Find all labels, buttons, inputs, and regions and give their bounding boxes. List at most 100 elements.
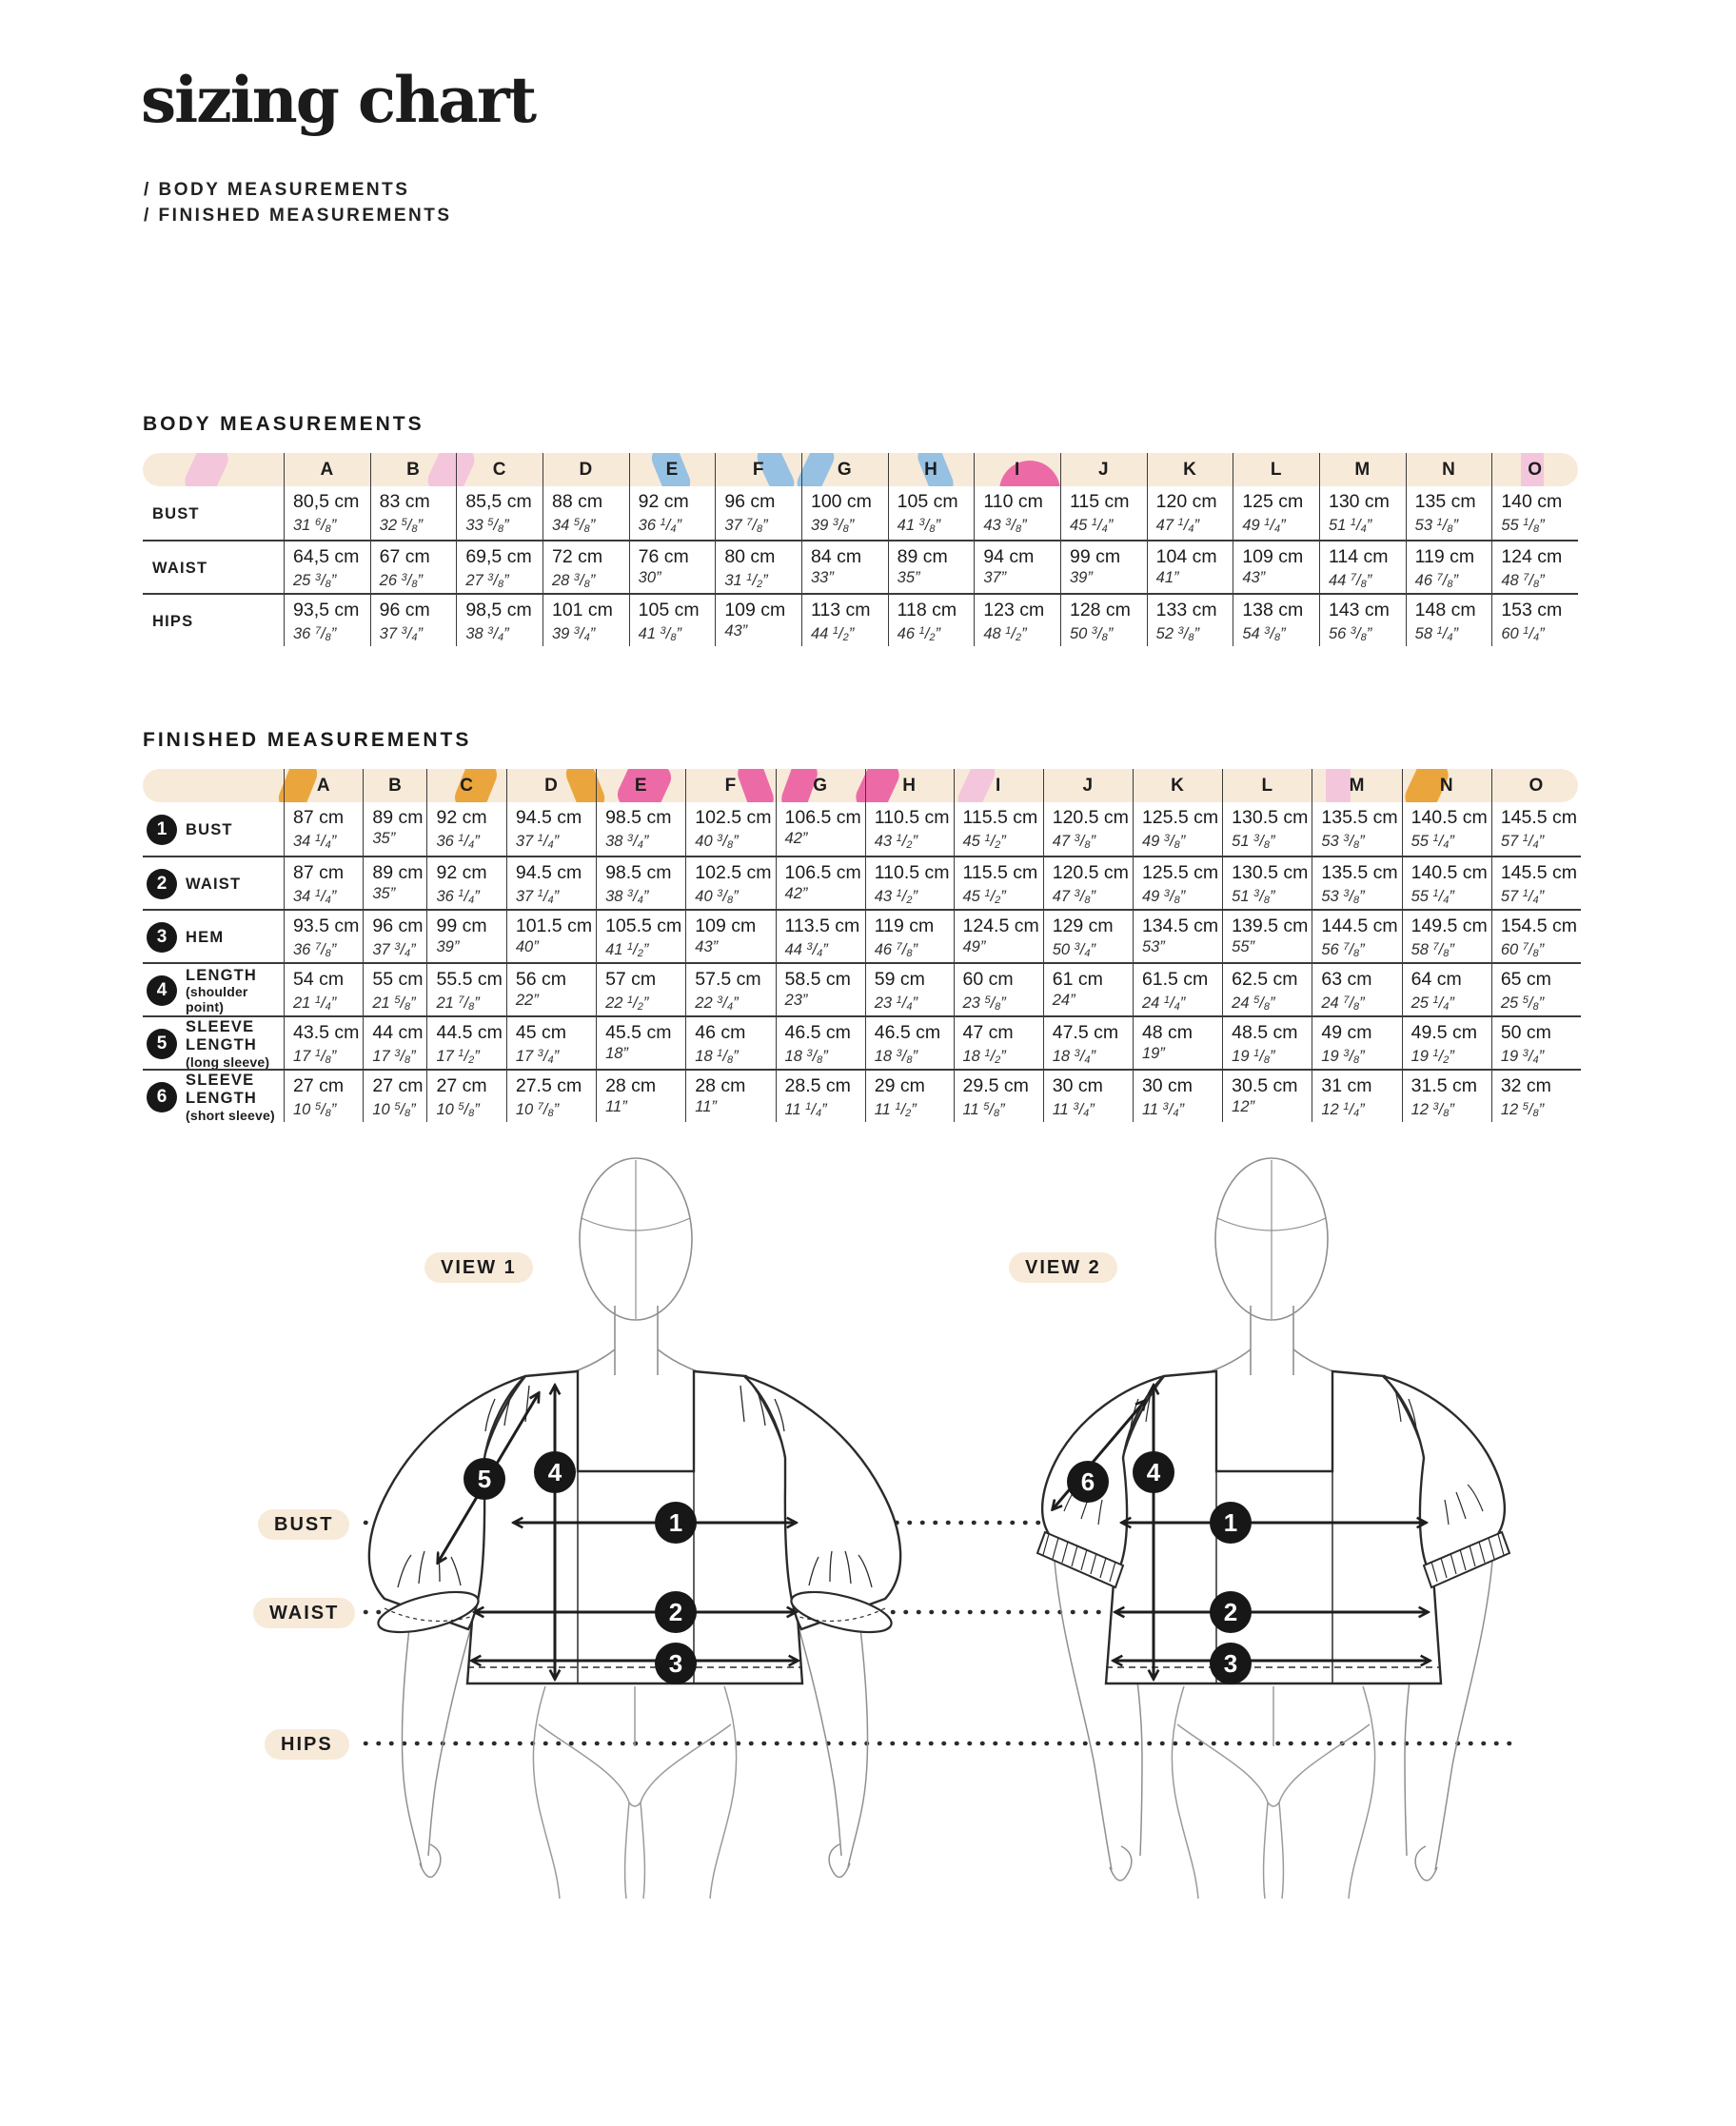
table-cell: 94.5 cm 37 1/4” <box>505 856 597 909</box>
table-cell: 140 cm 55 1/8” <box>1491 486 1578 540</box>
row-number-badge: 5 <box>147 1029 177 1059</box>
column-header-size-n: N <box>1405 453 1492 486</box>
table-cell: 92 cm 36 1/4” <box>426 802 505 856</box>
table-cell: 58.5 cm 23” <box>775 962 865 1015</box>
table-cell: 125.5 cm 49 3/8” <box>1132 802 1222 856</box>
table-cell: 67 cm 26 3/8” <box>369 540 457 593</box>
svg-text:3: 3 <box>669 1649 682 1678</box>
table-cell: 119 cm 46 7/8” <box>864 909 954 962</box>
column-header-size-c: C <box>456 453 542 486</box>
table-cell: 101 cm 39 3/4” <box>542 593 629 646</box>
column-header-size-m: M <box>1318 453 1406 486</box>
table-cell: 124.5 cm 49” <box>953 909 1043 962</box>
table-cell: 143 cm 56 3/8” <box>1318 593 1406 646</box>
view1-body <box>528 1157 743 1383</box>
table-cell: 120 cm 47 1/4” <box>1146 486 1233 540</box>
column-header-size-e: E <box>596 769 685 802</box>
table-cell: 55.5 cm 21 7/8” <box>426 962 506 1015</box>
view2-waist-badge: 2 <box>1210 1591 1252 1633</box>
table-cell: 101.5 cm 40” <box>505 909 597 962</box>
table-cell: 130.5 cm 51 3/8” <box>1222 802 1312 856</box>
table-cell: 145.5 cm 57 1/4” <box>1490 802 1581 856</box>
table-cell: 64,5 cm 25 3/8” <box>284 540 370 593</box>
table-cell: 105 cm 41 3/8” <box>887 486 975 540</box>
column-header-size-h: H <box>887 453 975 486</box>
table-cell: 46.5 cm 18 3/8” <box>864 1015 954 1069</box>
table-cell: 96 cm 37 3/4” <box>369 593 457 646</box>
view1-legs <box>532 1685 738 1900</box>
table-cell: 130 cm 51 1/4” <box>1318 486 1406 540</box>
table-cell: 148 cm 58 1/4” <box>1405 593 1492 646</box>
table-cell: 80,5 cm 31 6/8” <box>284 486 370 540</box>
svg-text:4: 4 <box>1147 1458 1161 1486</box>
table-cell: 120.5 cm 47 3/8” <box>1042 802 1133 856</box>
table-cell: 31.5 cm 12 3/8” <box>1401 1069 1491 1122</box>
decorative-brush-stroke <box>1326 769 1351 802</box>
table-cell: 109 cm 43” <box>715 593 801 646</box>
table-cell: 119 cm 46 7/8” <box>1405 540 1492 593</box>
table-corner-cell <box>143 769 284 802</box>
table-cell: 85,5 cm 33 5/8” <box>456 486 542 540</box>
measurement-arrows <box>438 1386 1430 1679</box>
table-cell: 87 cm 34 1/4” <box>284 856 364 909</box>
view1-bust-badge: 1 <box>655 1502 697 1544</box>
table-cell: 30 cm 11 3/4” <box>1042 1069 1133 1122</box>
column-header-size-j: J <box>1059 453 1147 486</box>
svg-text:2: 2 <box>669 1598 682 1626</box>
table-cell: 32 cm 12 5/8” <box>1490 1069 1582 1122</box>
column-header-size-e: E <box>628 453 716 486</box>
view2-bodice <box>1104 1369 1443 1685</box>
table-cell: 56 cm 22” <box>505 962 597 1015</box>
table-cell: 113 cm 44 1/2” <box>800 593 888 646</box>
view2-length-badge: 4 <box>1133 1451 1174 1493</box>
table-cell: 47.5 cm 18 3/4” <box>1042 1015 1133 1069</box>
table-cell: 118 cm 46 1/2” <box>887 593 975 646</box>
table-cell: 94.5 cm 37 1/4” <box>505 802 596 856</box>
table-cell: 28 cm 11” <box>685 1069 776 1122</box>
view1-sleeve-badge: 5 <box>464 1458 505 1500</box>
bust-label-pill: BUST <box>258 1509 350 1540</box>
table-cell: 100 cm 39 3/8” <box>800 486 888 540</box>
svg-text:1: 1 <box>669 1508 682 1537</box>
table-cell: 69,5 cm 27 3/8” <box>456 540 542 593</box>
column-header-size-a: A <box>284 769 363 802</box>
column-header-size-f: F <box>715 453 801 486</box>
view1-arms <box>401 1611 869 1879</box>
table-cell: 72 cm 28 3/8” <box>542 540 629 593</box>
table-cell: 94 cm 37” <box>974 540 1060 593</box>
table-cell: 93.5 cm 36 7/8” <box>284 909 364 962</box>
table-cell: 102.5 cm 40 3/8” <box>685 856 776 909</box>
table-cell: 109 cm 43” <box>1233 540 1319 593</box>
table-cell: 105.5 cm 41 1/2” <box>596 909 686 962</box>
svg-text:3: 3 <box>1224 1649 1237 1678</box>
table-cell: 105 cm 41 3/8” <box>628 593 716 646</box>
column-header-size-f: F <box>685 769 775 802</box>
view2-legs <box>1171 1685 1376 1900</box>
table-cell: 134.5 cm 53” <box>1132 909 1223 962</box>
view2-garment <box>1036 1369 1511 1685</box>
table-cell: 124 cm 48 7/8” <box>1491 540 1578 593</box>
body-measurements-table: A B C D E F G H I J K L M N O BUST 80,5 cm 31 6/8” 83 cm 32… <box>143 453 1578 646</box>
table-cell: 109 cm 43” <box>685 909 776 962</box>
body-measurements-heading: BODY MEASUREMENTS <box>143 413 424 435</box>
table-cell: 48.5 cm 19 1/8” <box>1222 1015 1312 1069</box>
table-cell: 149.5 cm 58 7/8” <box>1401 909 1491 962</box>
view1-garment <box>367 1369 902 1685</box>
view2-sleeve-badge: 6 <box>1067 1461 1109 1503</box>
table-cell: 89 cm 35” <box>887 540 975 593</box>
table-cell: 98.5 cm 38 3/4” <box>596 802 685 856</box>
table-cell: 30 cm 11 3/4” <box>1132 1069 1223 1122</box>
table-cell: 28.5 cm 11 1/4” <box>775 1069 865 1122</box>
column-header-size-n: N <box>1401 769 1491 802</box>
table-cell: 46 cm 18 1/8” <box>685 1015 776 1069</box>
table-cell: 110 cm 43 3/8” <box>974 486 1060 540</box>
table-cell: 138 cm 54 3/8” <box>1233 593 1319 646</box>
table-cell: 44 cm 17 3/8” <box>363 1015 427 1069</box>
table-cell: 45.5 cm 18” <box>596 1015 686 1069</box>
table-cell: 92 cm 36 1/4” <box>426 856 506 909</box>
table-cell: 106.5 cm 42” <box>775 856 865 909</box>
column-header-size-o: O <box>1490 769 1581 802</box>
table-cell: 99 cm 39” <box>426 909 506 962</box>
table-cell: 60 cm 23 5/8” <box>953 962 1043 1015</box>
